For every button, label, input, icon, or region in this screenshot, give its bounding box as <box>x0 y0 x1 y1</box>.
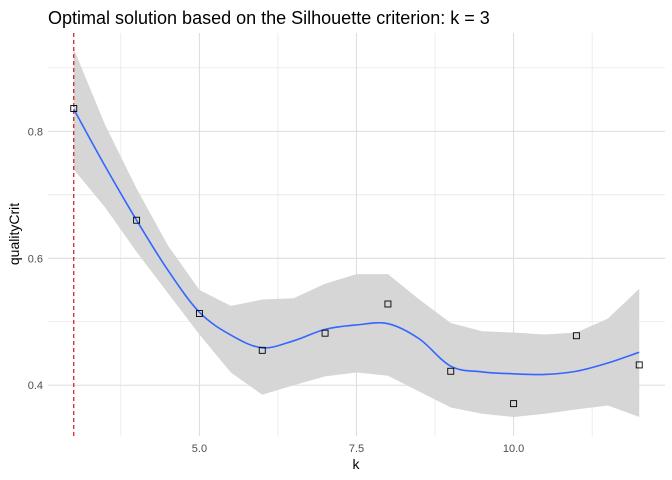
data-point <box>510 400 518 408</box>
x-axis-title: k <box>353 456 361 472</box>
y-tick-label: 0.6 <box>28 253 43 265</box>
x-tick-label: 7.5 <box>349 443 364 455</box>
point-layer <box>70 105 643 408</box>
data-point <box>258 346 266 354</box>
line-layer <box>73 108 640 376</box>
data-point <box>133 216 141 224</box>
y-tick-label: 0.8 <box>28 126 43 138</box>
data-point <box>70 105 78 112</box>
data-point <box>321 329 329 337</box>
data-point <box>635 361 643 369</box>
data-point <box>195 310 203 317</box>
tick-layer: 5.0 7.5 10.0 0.4 0.6 0.8 <box>28 126 525 455</box>
chart-title: Optimal solution based on the Silhouette… <box>48 8 490 28</box>
y-axis-title: qualityCrit <box>6 203 22 265</box>
x-tick-label: 10.0 <box>503 443 524 455</box>
data-point <box>384 300 392 308</box>
data-point <box>447 367 455 375</box>
y-tick-label: 0.4 <box>28 380 43 392</box>
smooth-fit-line <box>73 108 640 376</box>
x-tick-label: 5.0 <box>192 443 207 455</box>
data-point <box>572 332 580 340</box>
